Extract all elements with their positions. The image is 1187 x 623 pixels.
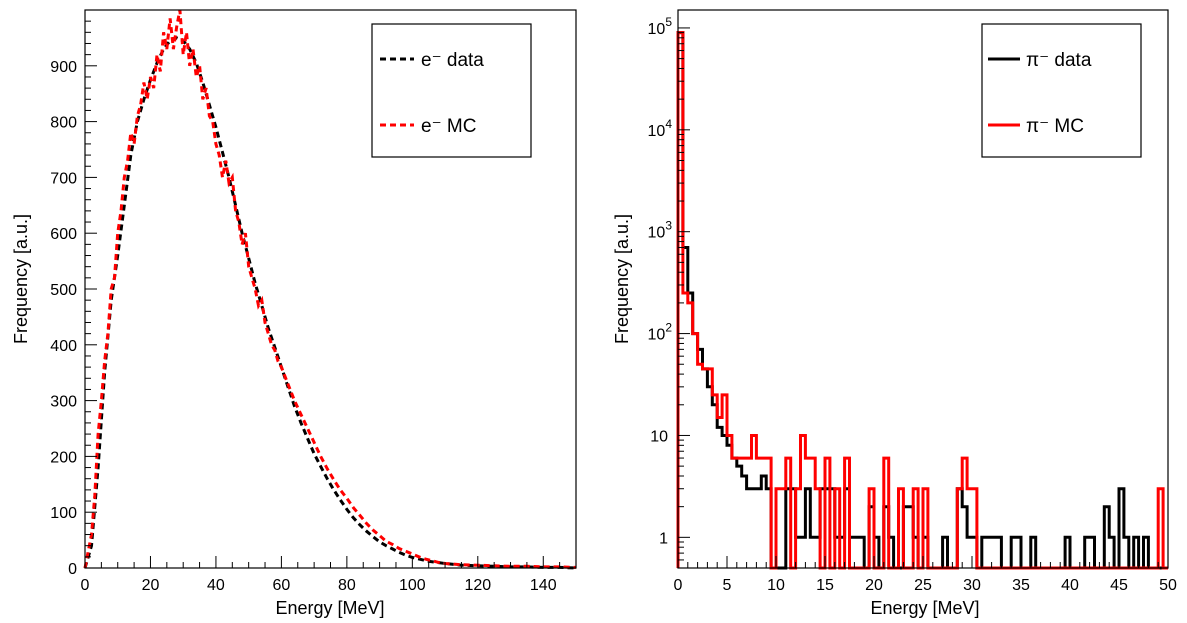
right-legend: π⁻ data π⁻ MC <box>981 23 1142 158</box>
left-y-tick-label: 500 <box>50 282 77 299</box>
right-x-tick-label: 35 <box>1012 577 1030 594</box>
left-y-tick-label: 900 <box>50 59 77 76</box>
right-x-tick-label: 45 <box>1110 577 1128 594</box>
right-x-tick-label: 5 <box>723 577 732 594</box>
left-y-tick-label: 200 <box>50 449 77 466</box>
left-x-tick-label: 120 <box>464 577 491 594</box>
right-axis-ticks: 0 5 10 15 20 25 30 35 40 45 50 1 10 102 103 104 105 <box>648 15 1177 594</box>
right-legend-box <box>981 23 1142 158</box>
left-x-tick-label: 40 <box>207 577 225 594</box>
right-x-tick-label: 25 <box>914 577 932 594</box>
right-y-tick-label: 1 <box>659 530 668 547</box>
right-chart-panel: 0 5 10 15 20 25 30 35 40 45 50 1 10 102 103 104 105 Ener… <box>612 9 1177 618</box>
left-axis-ticks: 0 20 40 60 80 100 120 140 0 100 200 300 400 500 600 700… <box>50 20 577 594</box>
left-series-mc-line <box>83 9 577 569</box>
left-x-tick-label: 80 <box>338 577 356 594</box>
right-x-tick-label: 0 <box>674 577 683 594</box>
right-y-tick-label: 104 <box>648 117 673 140</box>
right-x-tick-label: 30 <box>963 577 981 594</box>
left-x-tick-label: 140 <box>530 577 557 594</box>
right-x-tick-label: 50 <box>1159 577 1177 594</box>
right-legend-label-mc: π⁻ MC <box>1026 116 1084 137</box>
left-legend-label-mc: e⁻ MC <box>421 116 476 137</box>
right-x-tick-label: 20 <box>865 577 883 594</box>
left-y-axis-label: Frequency [a.u.] <box>11 214 31 344</box>
right-x-axis-label: Energy [MeV] <box>870 598 979 618</box>
left-x-tick-label: 0 <box>81 577 90 594</box>
left-y-tick-label: 700 <box>50 170 77 187</box>
left-y-tick-label: 400 <box>50 338 77 355</box>
left-y-tick-label: 100 <box>50 505 77 522</box>
right-x-tick-label: 15 <box>816 577 834 594</box>
left-x-tick-label: 20 <box>142 577 160 594</box>
right-x-tick-label: 10 <box>767 577 785 594</box>
right-y-tick-label: 105 <box>648 15 673 38</box>
left-chart-panel: 0 20 40 60 80 100 120 140 0 100 200 300 400 500 600 700… <box>11 9 577 618</box>
left-y-tick-label: 600 <box>50 226 77 243</box>
left-y-tick-label: 800 <box>50 115 77 132</box>
left-x-tick-label: 100 <box>399 577 426 594</box>
right-y-tick-label: 102 <box>648 321 673 344</box>
right-y-axis-label: Frequency [a.u.] <box>612 214 632 344</box>
left-y-tick-label: 0 <box>68 561 77 578</box>
right-x-tick-label: 40 <box>1061 577 1079 594</box>
left-legend: e⁻ data e⁻ MC <box>371 23 532 158</box>
right-y-tick-label: 10 <box>650 428 668 445</box>
left-y-tick-label: 300 <box>50 394 77 411</box>
left-x-axis-label: Energy [MeV] <box>275 598 384 618</box>
left-legend-label-data: e⁻ data <box>421 50 484 71</box>
right-y-tick-label: 103 <box>648 219 673 242</box>
right-legend-label-data: π⁻ data <box>1026 50 1092 71</box>
left-x-tick-label: 60 <box>273 577 291 594</box>
left-legend-box <box>371 23 532 158</box>
